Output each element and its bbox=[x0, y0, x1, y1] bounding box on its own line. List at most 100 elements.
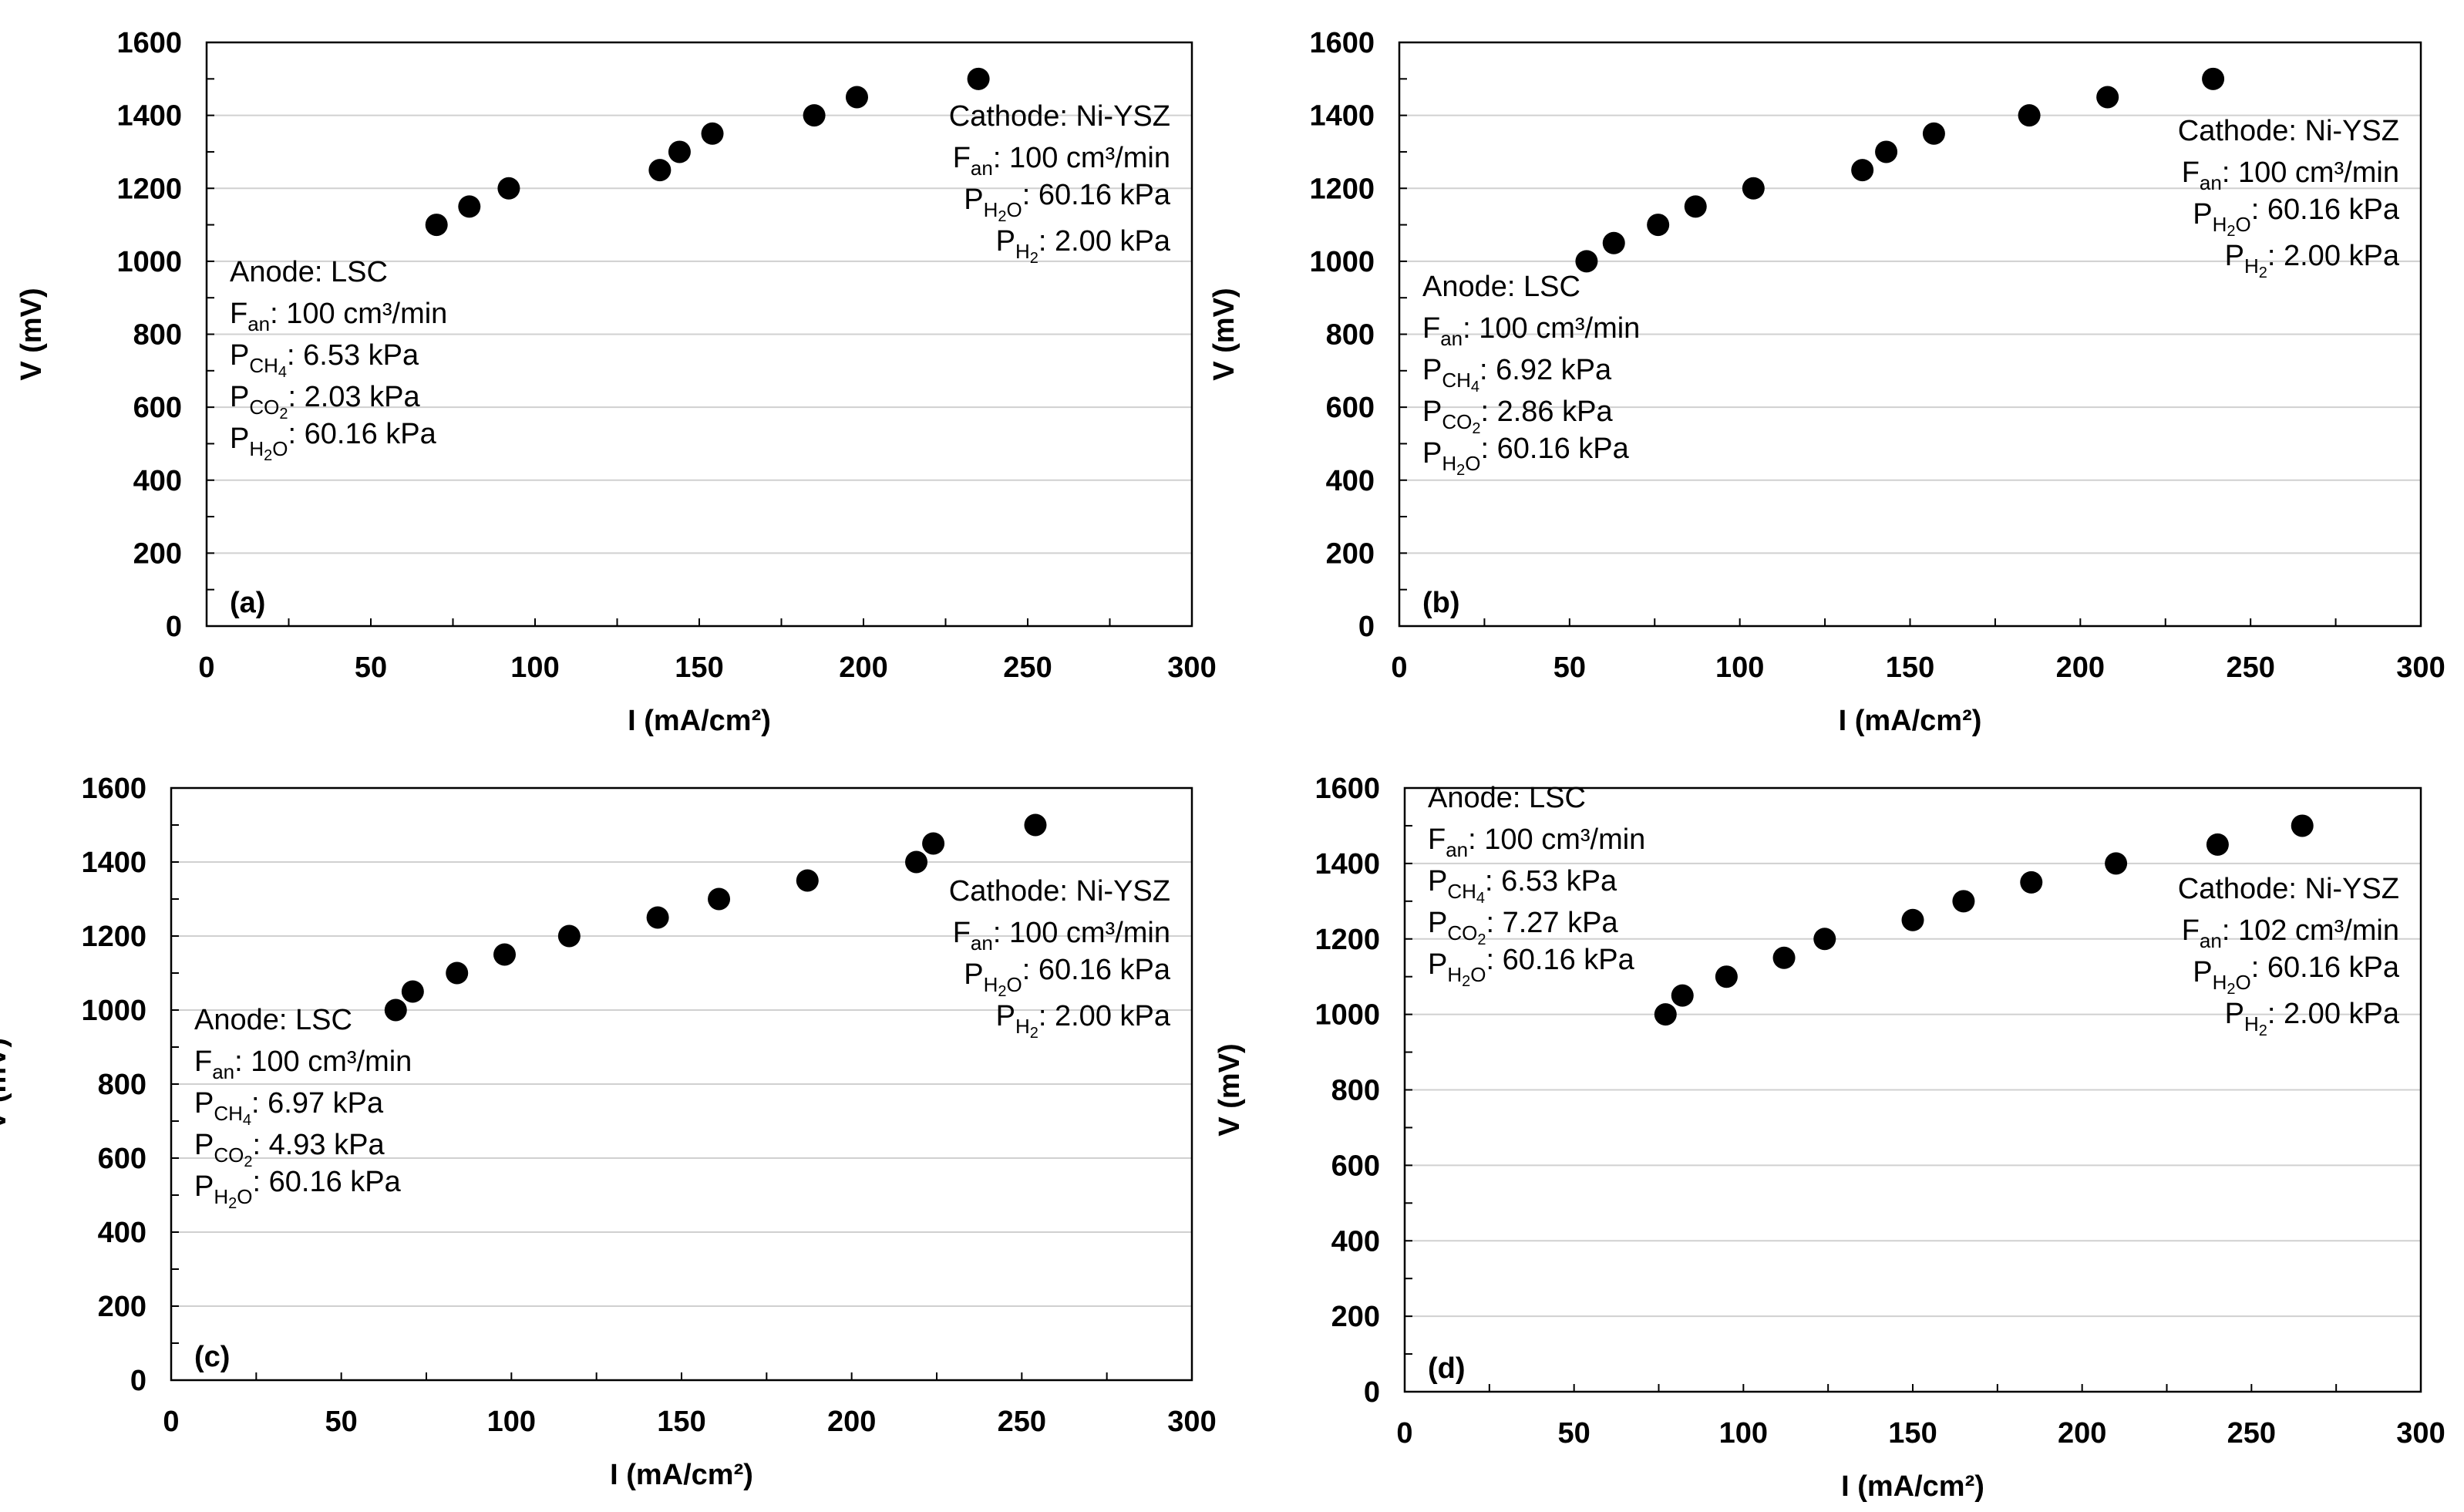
cathode-title: Cathode: Ni-YSZ bbox=[949, 875, 1170, 908]
y-tick-label: 800 bbox=[1326, 319, 1375, 352]
y-tick-label: 0 bbox=[1358, 611, 1375, 643]
anode-title: Anode: LSC bbox=[1428, 782, 1586, 814]
data-point bbox=[708, 887, 731, 911]
y-tick-label: 0 bbox=[1364, 1376, 1380, 1409]
y-tick-label: 200 bbox=[133, 537, 182, 570]
y-axis-title: V (mV) bbox=[0, 1038, 12, 1130]
anode-p-h2o: PH2O: 60.16 kPa bbox=[230, 418, 437, 464]
x-axis-title: I (mA/cm²) bbox=[610, 1459, 753, 1491]
y-tick-label: 200 bbox=[1331, 1301, 1380, 1333]
data-point bbox=[1742, 177, 1765, 200]
x-tick-label: 100 bbox=[510, 652, 559, 684]
y-tick-label: 0 bbox=[166, 611, 182, 643]
x-tick-label: 300 bbox=[1167, 1406, 1216, 1438]
cathode-p-h2: PH2: 2.00 kPa bbox=[996, 225, 1171, 267]
x-tick-label: 150 bbox=[657, 1406, 705, 1438]
anode-p-ch4: PCH4: 6.97 kPa bbox=[194, 1087, 384, 1129]
cathode-title: Cathode: Ni-YSZ bbox=[2178, 873, 2399, 905]
x-tick-label: 250 bbox=[1003, 652, 1052, 684]
y-tick-label: 1600 bbox=[1314, 773, 1380, 805]
panel-c: 0 200 400 600 800 1000 1200 1400 1600 0 50 100 150 20… bbox=[0, 773, 1217, 1491]
anode-p-h2o: PH2O: 60.16 kPa bbox=[194, 1166, 402, 1212]
data-point bbox=[1684, 195, 1707, 218]
data-point bbox=[2096, 86, 2119, 109]
data-point bbox=[1575, 250, 1598, 273]
x-axis-title: I (mA/cm²) bbox=[1839, 705, 1982, 737]
panel-a: 0 200 400 600 800 1000 1200 1400 1600 0 50 100 150 20… bbox=[15, 27, 1217, 737]
panel-b: 0 200 400 600 800 1000 1200 1400 1600 0 50 100 150 20… bbox=[1208, 27, 2445, 737]
anode-flow: Fan: 100 cm³/min bbox=[1422, 312, 1640, 350]
y-tick-label: 400 bbox=[133, 465, 182, 497]
y-tick-label: 600 bbox=[1331, 1150, 1380, 1182]
cathode-p-h2o: PH2O: 60.16 kPa bbox=[2193, 194, 2400, 240]
data-point bbox=[1875, 140, 1898, 163]
anode-p-co2: PCO2: 2.03 kPa bbox=[230, 381, 420, 423]
panel-label: (d) bbox=[1428, 1352, 1466, 1385]
cathode-flow: Fan: 102 cm³/min bbox=[2182, 914, 2399, 952]
data-point bbox=[1851, 159, 1874, 182]
anode-p-co2: PCO2: 2.86 kPa bbox=[1422, 396, 1613, 437]
panel-label: (c) bbox=[194, 1341, 230, 1373]
anode-flow: Fan: 100 cm³/min bbox=[194, 1046, 412, 1083]
y-tick-label: 800 bbox=[98, 1069, 146, 1101]
y-tick-label: 1200 bbox=[116, 173, 182, 205]
data-point bbox=[967, 67, 990, 90]
x-tick-label: 50 bbox=[1558, 1417, 1590, 1450]
anode-title: Anode: LSC bbox=[230, 256, 388, 288]
y-tick-label: 1200 bbox=[1314, 924, 1380, 956]
data-point bbox=[701, 122, 724, 145]
y-tick-label: 1400 bbox=[1309, 100, 1375, 133]
x-tick-label: 100 bbox=[487, 1406, 536, 1438]
data-point bbox=[401, 980, 424, 1003]
x-tick-label: 250 bbox=[2227, 1417, 2276, 1450]
data-point bbox=[803, 104, 826, 127]
cathode-p-h2: PH2: 2.00 kPa bbox=[996, 1000, 1171, 1042]
x-tick-label: 50 bbox=[355, 652, 387, 684]
y-tick-label: 1400 bbox=[116, 100, 182, 133]
y-tick-label: 400 bbox=[1331, 1225, 1380, 1258]
y-tick-label: 600 bbox=[133, 392, 182, 424]
data-point bbox=[1024, 813, 1047, 837]
data-point bbox=[1647, 214, 1670, 237]
y-axis-title: V (mV) bbox=[1213, 1043, 1246, 1136]
y-tick-label: 0 bbox=[130, 1365, 146, 1397]
y-tick-label: 400 bbox=[98, 1217, 146, 1249]
x-tick-label: 0 bbox=[1391, 652, 1407, 684]
cathode-p-h2: PH2: 2.00 kPa bbox=[2225, 240, 2400, 281]
x-tick-label: 150 bbox=[1888, 1417, 1937, 1450]
data-point bbox=[1952, 890, 1975, 913]
y-tick-label: 1600 bbox=[1309, 27, 1375, 59]
data-point bbox=[1922, 122, 1945, 145]
x-tick-label: 250 bbox=[998, 1406, 1046, 1438]
y-tick-label: 600 bbox=[1326, 392, 1375, 424]
data-point bbox=[2291, 814, 2314, 837]
anode-flow: Fan: 100 cm³/min bbox=[1428, 823, 1645, 861]
y-tick-label: 600 bbox=[98, 1143, 146, 1175]
y-axis-title: V (mV) bbox=[1208, 288, 1240, 380]
data-point bbox=[2018, 104, 2041, 127]
data-point bbox=[646, 906, 669, 929]
data-point bbox=[2105, 852, 2128, 875]
y-tick-label: 1000 bbox=[1314, 999, 1380, 1032]
anode-p-co2: PCO2: 4.93 kPa bbox=[194, 1129, 385, 1170]
x-tick-label: 100 bbox=[1719, 1417, 1768, 1450]
x-tick-label: 0 bbox=[198, 652, 214, 684]
data-point bbox=[384, 998, 407, 1022]
x-tick-label: 50 bbox=[1553, 652, 1586, 684]
data-point bbox=[493, 943, 517, 966]
anode-p-ch4: PCH4: 6.53 kPa bbox=[230, 339, 419, 381]
cathode-p-h2o: PH2O: 60.16 kPa bbox=[964, 179, 1171, 225]
x-tick-label: 200 bbox=[827, 1406, 876, 1438]
cathode-p-h2: PH2: 2.00 kPa bbox=[2225, 998, 2400, 1039]
x-tick-label: 50 bbox=[325, 1406, 358, 1438]
anode-p-h2o: PH2O: 60.16 kPa bbox=[1428, 944, 1635, 990]
data-point bbox=[1813, 928, 1836, 951]
cathode-flow: Fan: 100 cm³/min bbox=[2182, 157, 2399, 194]
data-point bbox=[668, 140, 691, 163]
x-tick-label: 0 bbox=[163, 1406, 179, 1438]
x-axis-title: I (mA/cm²) bbox=[1841, 1470, 1984, 1503]
cathode-title: Cathode: Ni-YSZ bbox=[2178, 115, 2399, 147]
data-point bbox=[557, 924, 581, 948]
data-point bbox=[905, 850, 928, 874]
data-point bbox=[1654, 1003, 1677, 1026]
